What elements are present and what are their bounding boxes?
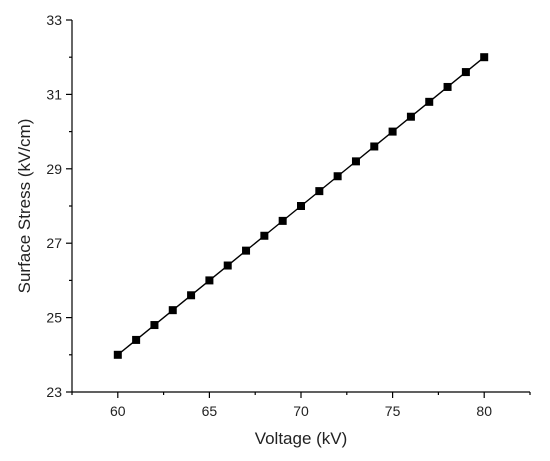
x-tick-label: 70 — [293, 403, 309, 419]
data-point — [297, 202, 305, 210]
data-point — [168, 306, 177, 315]
y-tick-label: 23 — [46, 384, 62, 400]
data-point — [315, 187, 324, 196]
data-point — [333, 172, 342, 181]
data-point — [278, 216, 287, 225]
data-point — [113, 350, 122, 359]
y-tick-label: 31 — [46, 86, 62, 102]
data-point — [406, 112, 415, 121]
x-tick-label: 60 — [110, 403, 126, 419]
x-tick-label: 80 — [476, 403, 492, 419]
x-tick-label: 75 — [385, 403, 401, 419]
plot-area: 60 65 70 75 80 23 25 27 29 31 33 — [46, 12, 531, 419]
y-tick-label: 25 — [46, 310, 62, 326]
data-point — [425, 97, 434, 106]
y-axis-title: Surface Stress (kV/cm) — [15, 119, 34, 294]
data-point — [351, 157, 360, 166]
data-point — [370, 142, 379, 151]
data-point — [260, 231, 269, 240]
data-point — [480, 53, 489, 62]
x-axis-title: Voltage (kV) — [255, 429, 348, 448]
data-point — [132, 335, 141, 344]
data-point — [223, 261, 232, 270]
data-point — [388, 127, 397, 136]
y-tick-label: 33 — [46, 12, 62, 28]
y-tick-label: 27 — [46, 235, 62, 251]
x-tick-label: 65 — [202, 403, 218, 419]
data-point — [205, 276, 214, 285]
data-point — [443, 82, 452, 91]
data-point — [242, 246, 251, 255]
data-point — [461, 68, 470, 77]
data-point — [187, 291, 196, 300]
data-point — [150, 321, 159, 330]
y-tick-label: 29 — [46, 161, 62, 177]
